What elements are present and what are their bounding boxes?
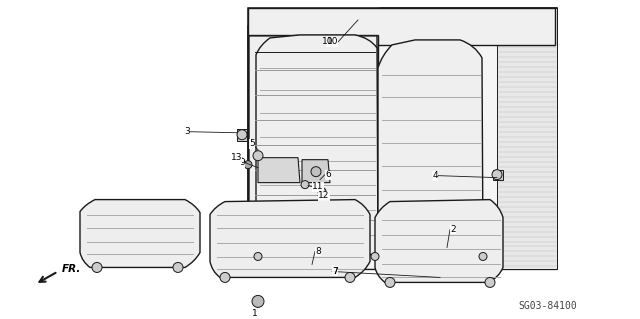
Text: 4: 4 [433, 171, 438, 180]
PathPatch shape [375, 200, 503, 282]
PathPatch shape [256, 35, 378, 255]
Polygon shape [248, 35, 378, 255]
Text: 12: 12 [318, 191, 330, 200]
Circle shape [311, 167, 321, 177]
Circle shape [385, 278, 395, 287]
Circle shape [485, 278, 495, 287]
Circle shape [244, 161, 252, 169]
Polygon shape [248, 8, 557, 270]
Text: 8: 8 [315, 247, 321, 256]
Circle shape [220, 272, 230, 282]
Circle shape [252, 295, 264, 308]
Polygon shape [302, 160, 330, 182]
Text: 1: 1 [252, 309, 258, 318]
Polygon shape [258, 158, 300, 182]
Text: FR.: FR. [62, 264, 81, 274]
PathPatch shape [378, 40, 483, 255]
Polygon shape [248, 8, 555, 45]
Text: 3: 3 [184, 127, 190, 136]
Circle shape [253, 151, 263, 161]
Text: SG03-84100: SG03-84100 [518, 301, 577, 311]
Text: 2: 2 [450, 225, 456, 234]
Text: 10: 10 [321, 37, 333, 46]
Circle shape [254, 252, 262, 261]
PathPatch shape [80, 200, 200, 267]
Text: 13: 13 [230, 153, 242, 162]
Text: 6: 6 [325, 170, 331, 179]
Text: 5: 5 [249, 139, 255, 148]
Circle shape [237, 130, 247, 140]
Circle shape [318, 188, 326, 196]
Text: 7: 7 [332, 267, 338, 276]
Circle shape [301, 181, 309, 189]
Circle shape [345, 272, 355, 282]
Text: 11: 11 [312, 182, 323, 191]
Circle shape [371, 252, 379, 261]
Circle shape [173, 263, 183, 272]
Circle shape [92, 263, 102, 272]
Polygon shape [497, 8, 557, 270]
Circle shape [492, 170, 502, 180]
FancyBboxPatch shape [249, 36, 377, 254]
Bar [237, 129, 247, 141]
Text: 9: 9 [239, 158, 245, 167]
Text: 10: 10 [326, 37, 338, 46]
PathPatch shape [210, 200, 370, 278]
Text: 7: 7 [332, 267, 338, 276]
Bar [493, 170, 503, 180]
Polygon shape [248, 8, 557, 270]
Circle shape [479, 252, 487, 261]
